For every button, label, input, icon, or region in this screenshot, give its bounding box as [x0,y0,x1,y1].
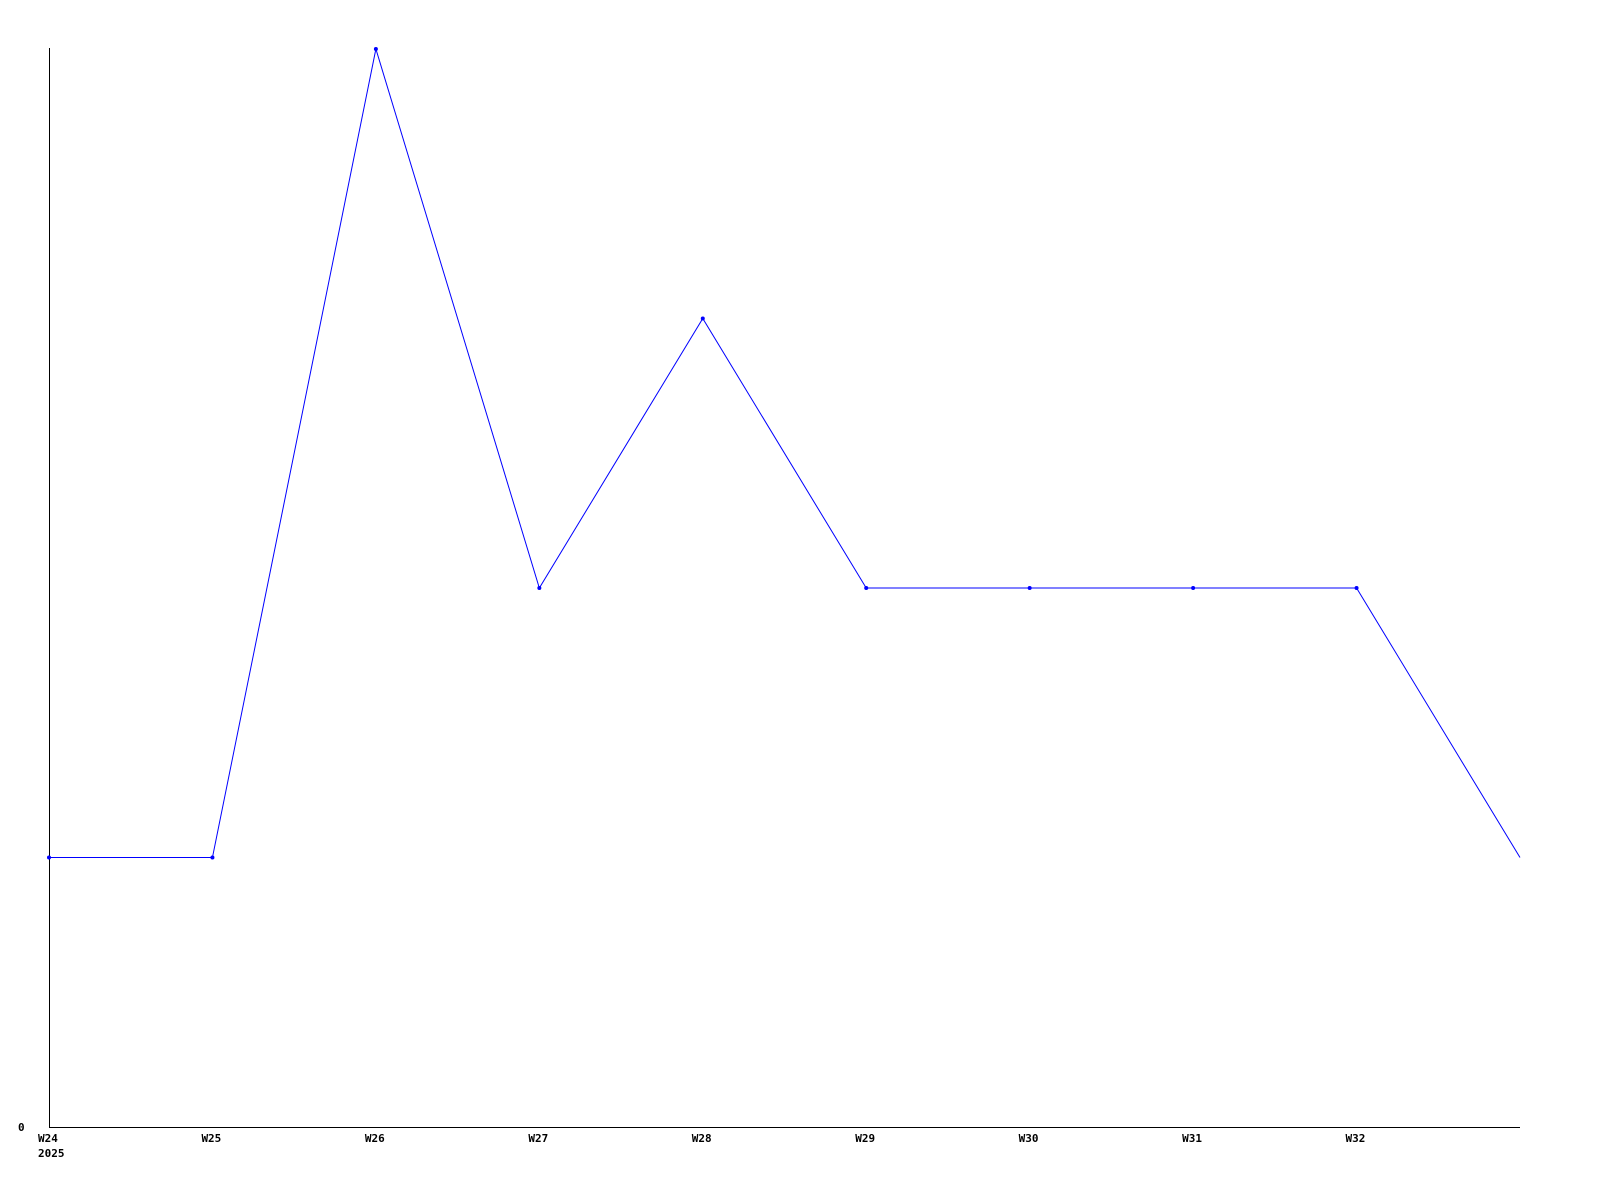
data-point-w32 [1354,586,1359,590]
x-tick-label-w29: W29 [855,1132,875,1145]
x-tick-label-w30: W30 [1019,1132,1039,1145]
x-tick-label-w32: W32 [1346,1132,1366,1145]
data-point-w28 [700,316,705,321]
x-tick-label-w26: W26 [365,1132,385,1145]
x-tick-label-w24: W24 [38,1132,58,1145]
series-line [49,48,1521,858]
data-point-w31 [1191,586,1196,590]
data-point-w29 [864,586,869,590]
data-point-w30 [1027,586,1032,590]
data-point-w26 [373,47,378,51]
x-tick-label-w25: W25 [201,1132,221,1145]
x-tick-label-w28: W28 [692,1132,712,1145]
x-tick-label-w27: W27 [528,1132,548,1145]
data-point-w24 [47,855,51,860]
y-tick-label-0: 0 [18,1121,25,1134]
data-point-w27 [537,586,542,590]
x-sub-label-year: 2025 [38,1147,65,1160]
x-tick-label-w31: W31 [1182,1132,1202,1145]
data-point-w25 [210,855,215,860]
